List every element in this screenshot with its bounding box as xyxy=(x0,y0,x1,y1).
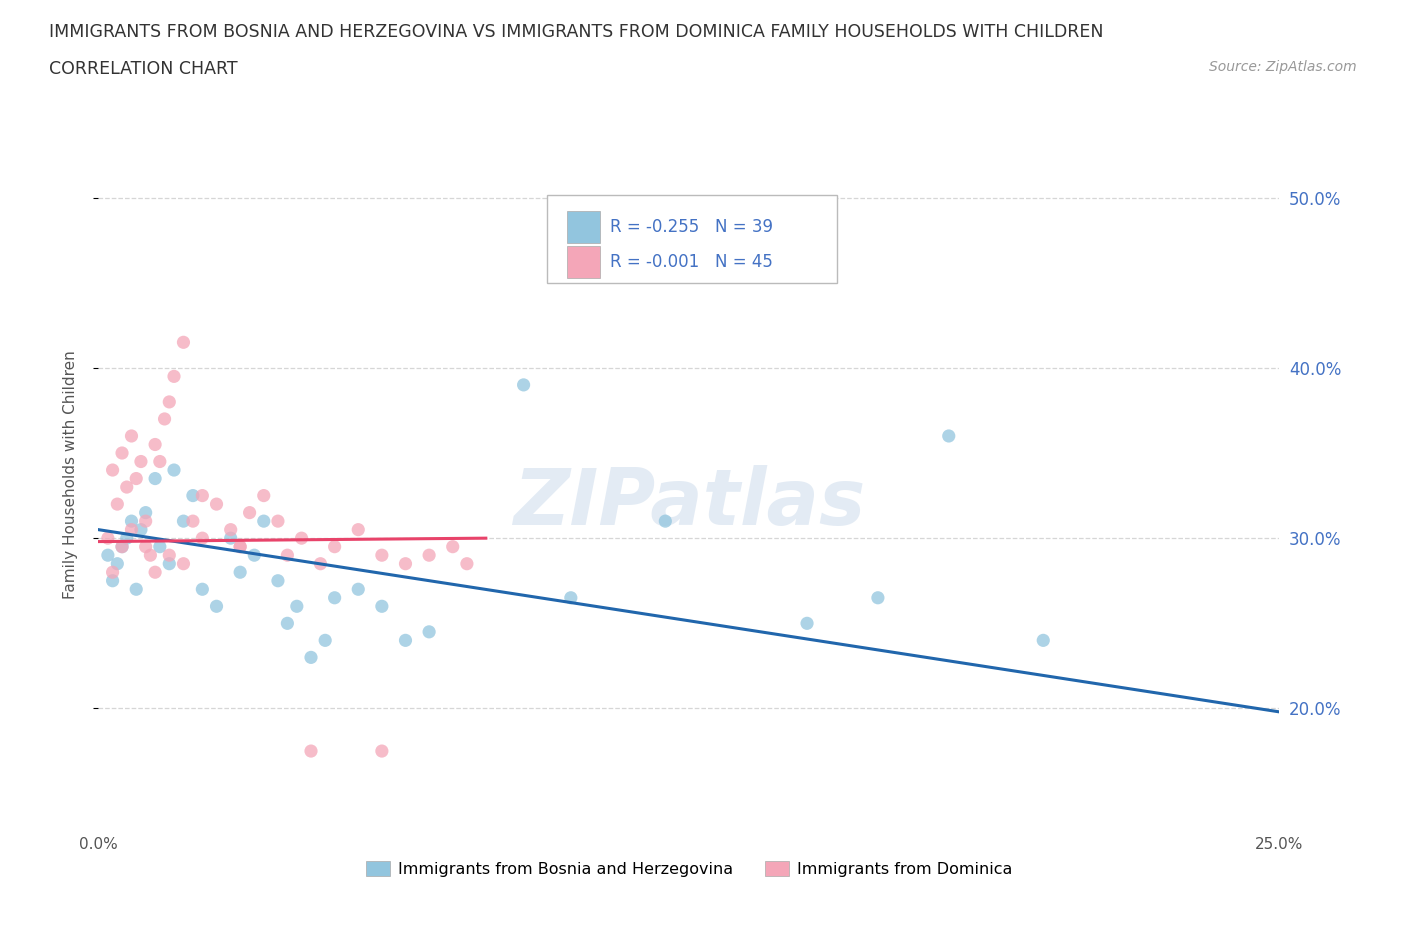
Point xyxy=(172,513,194,528)
Text: R = -0.255   N = 39: R = -0.255 N = 39 xyxy=(610,219,773,236)
Point xyxy=(243,548,266,563)
Point xyxy=(267,573,290,588)
Point xyxy=(938,429,960,444)
Point xyxy=(796,616,818,631)
Point xyxy=(101,565,124,579)
Point xyxy=(172,335,194,350)
Point xyxy=(111,539,134,554)
Point xyxy=(267,513,290,528)
Point xyxy=(560,591,582,605)
Point xyxy=(101,573,124,588)
Point xyxy=(149,539,172,554)
Point xyxy=(111,445,134,460)
Point xyxy=(97,548,120,563)
Point xyxy=(299,744,322,759)
Point xyxy=(512,378,534,392)
Point xyxy=(229,539,252,554)
Text: R = -0.001   N = 45: R = -0.001 N = 45 xyxy=(610,253,773,271)
Point xyxy=(285,599,308,614)
Point xyxy=(129,454,152,469)
Point xyxy=(239,505,262,520)
Point xyxy=(418,624,440,639)
Point xyxy=(143,437,166,452)
Point xyxy=(371,599,394,614)
Point xyxy=(1126,863,1149,878)
Point xyxy=(418,548,440,563)
Point xyxy=(253,513,276,528)
Point xyxy=(163,369,186,384)
Point xyxy=(371,548,394,563)
Point xyxy=(347,582,370,597)
Point xyxy=(276,616,298,631)
Point xyxy=(219,531,242,546)
Point xyxy=(290,531,312,546)
Point xyxy=(163,462,186,477)
Point xyxy=(229,539,252,554)
Point xyxy=(115,531,138,546)
Point xyxy=(253,488,276,503)
Point xyxy=(135,513,157,528)
Point xyxy=(276,548,298,563)
Text: ZIPatlas: ZIPatlas xyxy=(513,465,865,540)
Point xyxy=(101,462,124,477)
Point xyxy=(157,556,180,571)
Point xyxy=(129,523,152,538)
Point xyxy=(157,394,180,409)
Point xyxy=(181,513,204,528)
Bar xyxy=(567,246,600,278)
Point xyxy=(205,497,228,512)
Text: Source: ZipAtlas.com: Source: ZipAtlas.com xyxy=(1209,60,1357,74)
Y-axis label: Family Households with Children: Family Households with Children xyxy=(63,350,77,599)
Point xyxy=(314,633,336,648)
Point xyxy=(139,548,162,563)
Point xyxy=(121,513,143,528)
Point xyxy=(97,531,120,546)
Point xyxy=(219,523,242,538)
Point xyxy=(105,556,128,571)
Point xyxy=(143,472,166,486)
Point xyxy=(121,429,143,444)
Point xyxy=(143,565,166,579)
Point xyxy=(125,582,148,597)
Point xyxy=(323,539,346,554)
Legend: Immigrants from Bosnia and Herzegovina, Immigrants from Dominica: Immigrants from Bosnia and Herzegovina, … xyxy=(360,855,1018,884)
FancyBboxPatch shape xyxy=(547,195,837,284)
Point xyxy=(371,744,394,759)
Point xyxy=(229,565,252,579)
Point xyxy=(149,454,172,469)
Point xyxy=(654,513,676,528)
Point xyxy=(866,591,889,605)
Point xyxy=(1032,633,1054,648)
Bar xyxy=(567,211,600,243)
Point xyxy=(157,548,180,563)
Point xyxy=(191,488,214,503)
Point xyxy=(191,582,214,597)
Point xyxy=(347,523,370,538)
Point xyxy=(135,539,157,554)
Text: IMMIGRANTS FROM BOSNIA AND HERZEGOVINA VS IMMIGRANTS FROM DOMINICA FAMILY HOUSEH: IMMIGRANTS FROM BOSNIA AND HERZEGOVINA V… xyxy=(49,23,1104,41)
Point xyxy=(125,472,148,486)
Point xyxy=(135,505,157,520)
Point xyxy=(111,539,134,554)
Point xyxy=(115,480,138,495)
Text: CORRELATION CHART: CORRELATION CHART xyxy=(49,60,238,78)
Point xyxy=(309,556,332,571)
Point xyxy=(121,523,143,538)
Point xyxy=(394,633,416,648)
Point xyxy=(172,556,194,571)
Point xyxy=(299,650,322,665)
Point xyxy=(394,556,416,571)
Point xyxy=(456,556,478,571)
Point xyxy=(105,497,128,512)
Point xyxy=(441,539,464,554)
Point xyxy=(153,411,176,426)
Point xyxy=(205,599,228,614)
Point xyxy=(323,591,346,605)
Point xyxy=(181,488,204,503)
Point xyxy=(191,531,214,546)
